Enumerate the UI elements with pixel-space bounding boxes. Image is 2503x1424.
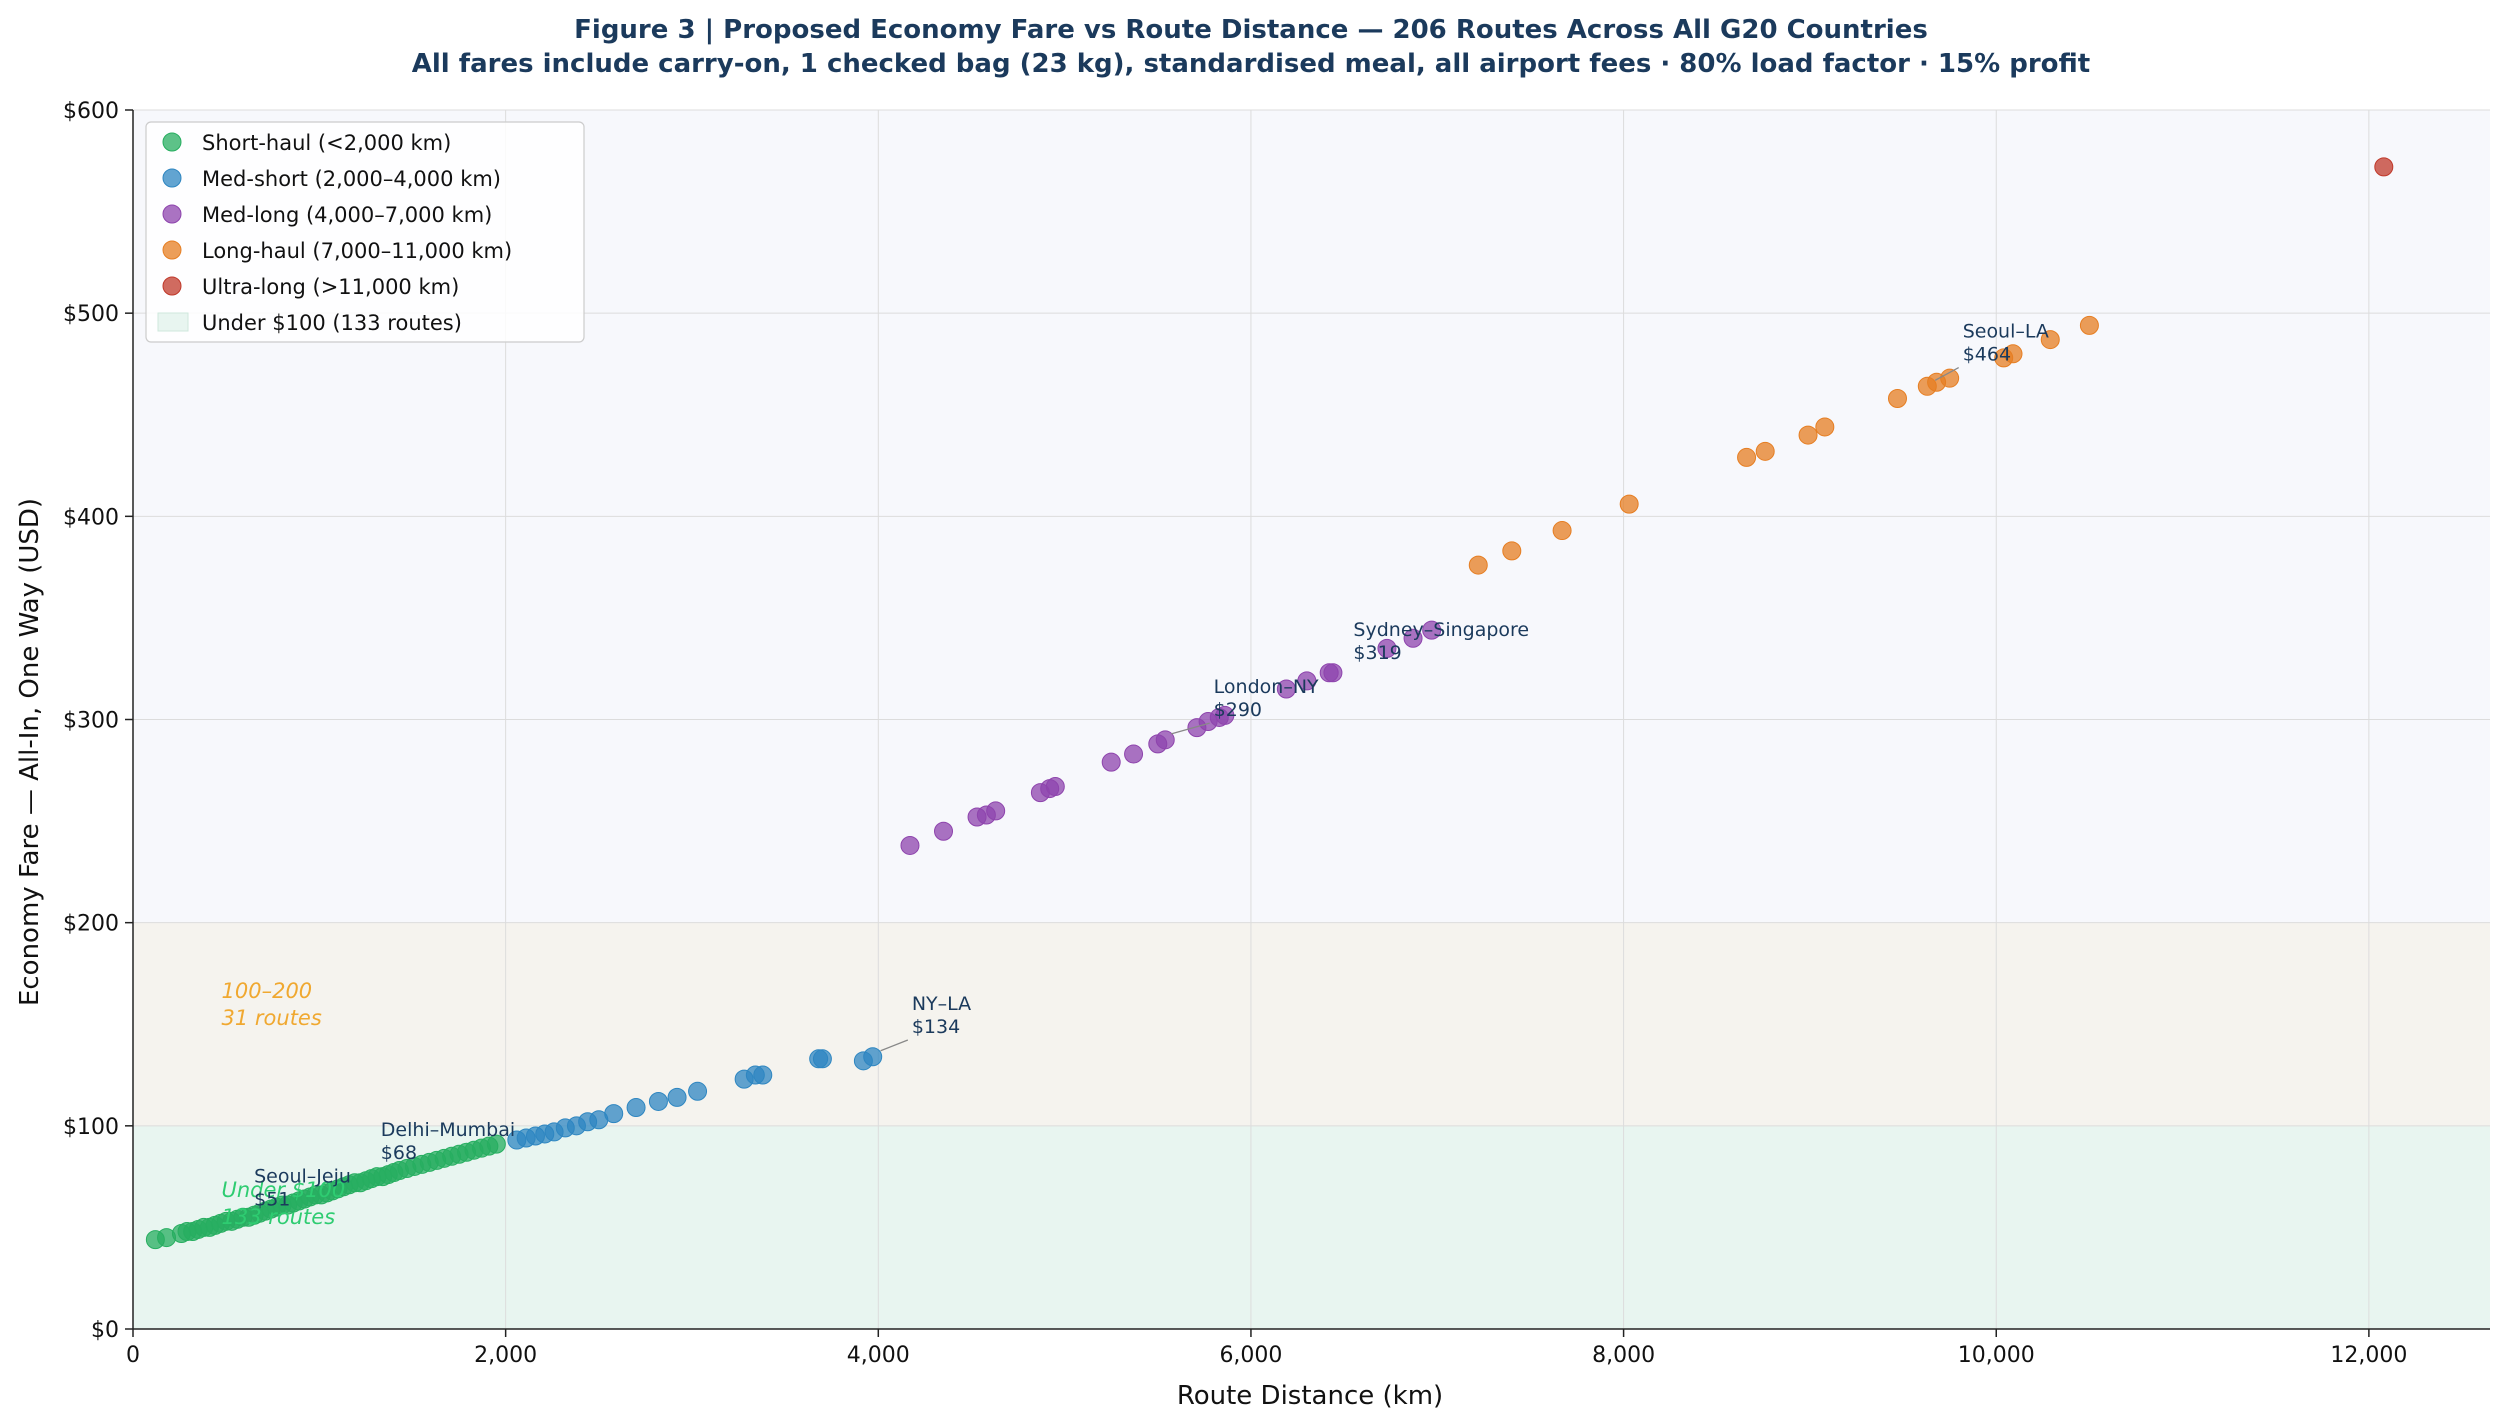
legend-label: Under $100 (133 routes) <box>202 311 462 335</box>
y-tick-label: $500 <box>63 302 119 327</box>
band-label: 100–200 <box>222 979 313 1003</box>
annotation-leader <box>880 1039 909 1052</box>
x-tick-label: 2,000 <box>474 1343 537 1368</box>
data-point <box>1552 521 1572 541</box>
fare-band <box>133 1125 2490 1329</box>
y-axis-label: Economy Fare — All-In, One Way (USD) <box>15 498 45 1006</box>
data-point <box>1297 671 1317 691</box>
y-tick-label: $0 <box>91 1318 119 1343</box>
x-tick-label: 4,000 <box>847 1343 910 1368</box>
data-point <box>604 1104 624 1124</box>
data-point <box>986 801 1006 821</box>
data-point <box>667 1087 687 1107</box>
x-tick-label: 0 <box>126 1343 140 1368</box>
data-point <box>1323 663 1343 683</box>
x-tick-label: 6,000 <box>1219 1343 1282 1368</box>
x-tick-label: 10,000 <box>1958 1343 2035 1368</box>
data-point <box>1502 541 1522 561</box>
legend-label: Short-haul (<2,000 km) <box>202 131 451 155</box>
fare-band <box>133 922 2490 1126</box>
annotation-fare: $134 <box>912 1016 960 1038</box>
data-point <box>1124 744 1144 764</box>
x-tick-label: 12,000 <box>2330 1343 2407 1368</box>
legend-label: Med-long (4,000–7,000 km) <box>202 203 492 227</box>
y-tick-label: $200 <box>63 912 119 937</box>
data-point <box>688 1081 708 1101</box>
legend-marker <box>162 276 182 296</box>
annotation-route: Delhi–Mumbai <box>381 1119 515 1141</box>
legend-marker <box>162 168 182 188</box>
data-point <box>2040 330 2060 350</box>
legend-band-swatch <box>157 312 189 332</box>
data-point <box>1737 447 1757 467</box>
data-point <box>1940 368 1960 388</box>
axes: 0 2,000 4,000 6,000 8,000 10,000 12,000 $0 $100 $… <box>63 99 2490 1368</box>
legend-marker <box>162 204 182 224</box>
data-point <box>900 835 920 855</box>
x-tick-label: 8,000 <box>1592 1343 1655 1368</box>
data-point <box>1276 679 1296 699</box>
data-point <box>934 821 954 841</box>
legend-label: Ultra-long (>11,000 km) <box>202 275 459 299</box>
annotation-route: NY–LA <box>912 993 971 1015</box>
data-point <box>863 1047 883 1067</box>
legend: Short-haul (<2,000 km) Med-short (2,000–4… <box>145 121 585 343</box>
data-point <box>812 1049 832 1069</box>
data-point <box>1619 494 1639 514</box>
annotation-fare: $68 <box>381 1142 417 1164</box>
data-point <box>1887 388 1907 408</box>
chart-title: Figure 3 | Proposed Economy Fare vs Rout… <box>574 15 1928 45</box>
annotation-fare: $290 <box>1214 699 1262 721</box>
annotations: Under $100 133 routes 100–200 31 routes Seou… <box>222 321 2049 1229</box>
x-axis-label: Route Distance (km) <box>1177 1381 1443 1411</box>
y-tick-label: $400 <box>63 505 119 530</box>
annotation-fare: $51 <box>254 1189 290 1211</box>
data-points <box>145 157 2394 1250</box>
annotation-route: Seoul–Jeju <box>254 1166 351 1188</box>
chart-subtitle: All fares include carry-on, 1 checked ba… <box>412 49 2090 79</box>
data-point <box>753 1065 773 1085</box>
annotation-route: Seoul–LA <box>1963 321 2049 343</box>
data-point <box>2079 315 2099 335</box>
annotation-leader <box>1934 366 1960 381</box>
data-point <box>1403 628 1423 648</box>
annotation-leader <box>1171 722 1210 735</box>
data-point <box>1422 620 1442 640</box>
annotation-fare: $464 <box>1963 344 2011 366</box>
band-count-label: 31 routes <box>222 1006 322 1030</box>
data-point <box>1755 441 1775 461</box>
annotation-fare: $319 <box>1353 642 1401 664</box>
legend-label: Med-short (2,000–4,000 km) <box>202 167 501 191</box>
y-tick-label: $300 <box>63 709 119 734</box>
data-point <box>486 1134 506 1154</box>
data-point <box>1045 777 1065 797</box>
data-point <box>2374 157 2394 177</box>
data-point <box>1798 425 1818 445</box>
data-point <box>1215 705 1235 725</box>
data-point <box>1155 730 1175 750</box>
data-point <box>626 1098 646 1118</box>
data-point <box>2003 344 2023 364</box>
legend-marker <box>162 132 182 152</box>
legend-box <box>145 121 585 343</box>
data-point <box>1468 555 1488 575</box>
legend-marker <box>162 240 182 260</box>
legend-label: Long-haul (7,000–11,000 km) <box>202 239 512 263</box>
annotation-route: London–NY <box>1214 676 1319 698</box>
data-point <box>1815 417 1835 437</box>
y-tick-label: $600 <box>63 99 119 124</box>
data-point <box>1101 752 1121 772</box>
data-point <box>1377 638 1397 658</box>
band-label: Under $100 <box>222 1178 346 1202</box>
annotation-route: Sydney–Singapore <box>1353 619 1529 641</box>
y-tick-label: $100 <box>63 1115 119 1140</box>
data-point <box>648 1091 668 1111</box>
band-count-label: 133 routes <box>222 1205 336 1229</box>
